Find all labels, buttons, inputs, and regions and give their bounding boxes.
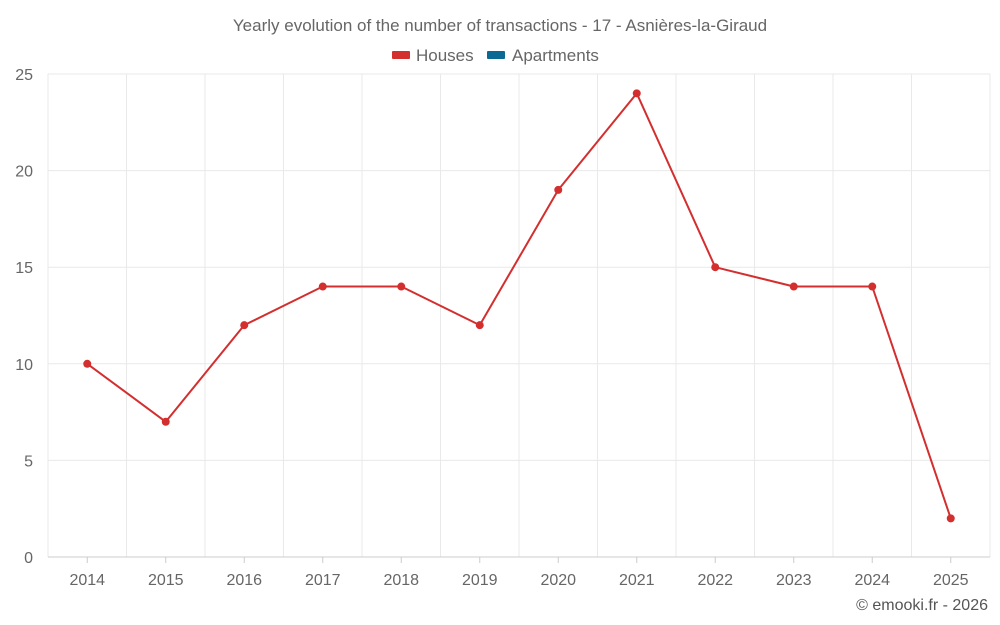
data-point-houses[interactable]	[397, 282, 406, 291]
data-point-houses[interactable]	[632, 89, 641, 98]
credit-text: © emooki.fr - 2026	[856, 597, 988, 614]
y-tick-label: 25	[15, 67, 33, 84]
data-point-houses[interactable]	[161, 417, 170, 426]
x-axis: 2014 2015 2016 2017 2018 2019 2020 2021 2022 2023…	[48, 556, 990, 589]
x-tick-label: 2020	[540, 572, 576, 589]
y-tick-label: 5	[24, 453, 33, 470]
data-point-houses[interactable]	[475, 321, 484, 330]
series-line-houses	[86, 92, 952, 519]
data-point-houses[interactable]	[83, 359, 92, 368]
data-point-houses[interactable]	[240, 321, 249, 330]
data-point-houses[interactable]	[868, 282, 877, 291]
legend-apartments-label[interactable]: Apartments	[512, 46, 599, 65]
data-point-houses[interactable]	[789, 282, 798, 291]
y-tick-label: 0	[24, 550, 33, 567]
x-tick-label: 2019	[462, 572, 498, 589]
y-axis: 0 5 10 15 20 25	[15, 67, 33, 567]
x-tick-label: 2022	[697, 572, 733, 589]
y-tick-label: 10	[15, 357, 33, 374]
x-tick-label: 2017	[305, 572, 341, 589]
data-point-houses[interactable]	[946, 514, 955, 523]
x-tick-label: 2023	[776, 572, 812, 589]
legend-houses-swatch[interactable]	[392, 51, 410, 59]
legend-apartments-swatch[interactable]	[487, 51, 505, 59]
x-tick-label: 2016	[226, 572, 262, 589]
x-tick-label: 2014	[69, 572, 105, 589]
data-point-houses[interactable]	[318, 282, 327, 291]
chart-title: Yearly evolution of the number of transa…	[233, 16, 767, 35]
y-tick-label: 20	[15, 164, 33, 181]
x-tick-label: 2025	[933, 572, 969, 589]
series-layer	[83, 89, 955, 523]
data-point-houses[interactable]	[711, 263, 720, 272]
legend-houses-label[interactable]: Houses	[416, 46, 474, 65]
y-tick-label: 15	[15, 260, 33, 277]
grid	[47, 73, 991, 557]
x-tick-label: 2015	[148, 572, 184, 589]
x-tick-label: 2021	[619, 572, 655, 589]
x-tick-label: 2024	[854, 572, 890, 589]
data-point-houses[interactable]	[554, 185, 563, 194]
legend: Houses Apartments	[392, 46, 599, 65]
x-tick-label: 2018	[383, 572, 419, 589]
